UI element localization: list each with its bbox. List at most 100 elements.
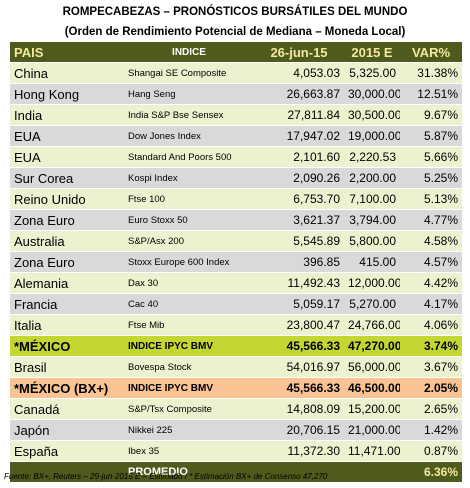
table-row: EUA Dow Jones Index 17,947.02 19,000.00 5.87… (10, 125, 462, 147)
table-cell: 26,663.87 (254, 83, 344, 105)
column-header: INDICE (124, 42, 254, 63)
table-cell: Italia (10, 314, 124, 336)
table-cell: INDICE IPYC BMV (124, 377, 254, 399)
table-cell: 14,808.09 (254, 398, 344, 420)
table-cell: *MÉXICO (BX+) (10, 377, 124, 399)
table-cell: Shangai SE Composite (124, 62, 254, 84)
table-row: Italia Ftse Mib 23,800.47 24,766.00 4.06% (10, 314, 462, 336)
table-cell: 17,947.02 (254, 125, 344, 147)
table-cell: Reino Unido (10, 188, 124, 210)
table-cell: Dax 30 (124, 272, 254, 294)
table-cell: 3.67% (400, 356, 462, 378)
table-cell: 7,100.00 (344, 188, 400, 210)
table-cell: Standard And Poors 500 (124, 146, 254, 168)
table-row: Francia Cac 40 5,059.17 5,270.00 4.17% (10, 293, 462, 315)
table-cell: 4.17% (400, 293, 462, 315)
table-cell: 1.42% (400, 419, 462, 441)
column-header: 2015 E (344, 42, 400, 63)
table-cell: 54,016.97 (254, 356, 344, 378)
table-cell: 45,566.33 (254, 377, 344, 399)
table-cell: Francia (10, 293, 124, 315)
table-cell: China (10, 62, 124, 84)
header-row: PAIS INDICE 26-jun-15 2015 E VAR% (10, 42, 462, 63)
footnote: Fuente: BX+, Reuters – 29-jun-2015 E – E… (4, 472, 328, 481)
table-cell: 21,000.00 (344, 419, 400, 441)
table-cell: 396.85 (254, 251, 344, 273)
average-row: PROMEDIO 6.36% (10, 461, 462, 483)
table-cell: 15,200.00 (344, 398, 400, 420)
average-label: PROMEDIO (124, 461, 400, 483)
table-cell: Nikkei 225 (124, 419, 254, 441)
table-cell: Bovespa Stock (124, 356, 254, 378)
table-cell: Euro Stoxx 50 (124, 209, 254, 231)
column-header: 26-jun-15 (254, 42, 344, 63)
table-cell: 19,000.00 (344, 125, 400, 147)
table-cell: 415.00 (344, 251, 400, 273)
table-cell: 4.58% (400, 230, 462, 252)
table-cell: 6,753.70 (254, 188, 344, 210)
table-cell: Zona Euro (10, 251, 124, 273)
table-row: *MÉXICO (BX+) INDICE IPYC BMV 45,566.33 46,… (10, 377, 462, 399)
table-cell: España (10, 440, 124, 462)
table-cell: Ibex 35 (124, 440, 254, 462)
table-cell: 11,372.30 (254, 440, 344, 462)
table-cell: Hang Seng (124, 83, 254, 105)
table-cell: 9.67% (400, 104, 462, 126)
table-cell: 3,621.37 (254, 209, 344, 231)
table-cell: Sur Corea (10, 167, 124, 189)
table-row: Brasil Bovespa Stock 54,016.97 56,000.00 3.6… (10, 356, 462, 378)
table-cell: *MÉXICO (10, 335, 124, 357)
table-cell: EUA (10, 125, 124, 147)
table-cell: 5,545.89 (254, 230, 344, 252)
table-cell: 2,101.60 (254, 146, 344, 168)
table-cell: 5,059.17 (254, 293, 344, 315)
table-cell: S&P/Tsx Composite (124, 398, 254, 420)
table-cell: 56,000.00 (344, 356, 400, 378)
table-cell: 4.77% (400, 209, 462, 231)
table-cell: 4.06% (400, 314, 462, 336)
table-cell: EUA (10, 146, 124, 168)
table-cell: 2.05% (400, 377, 462, 399)
subtitle: (Orden de Rendimiento Potencial de Media… (64, 26, 406, 38)
table-cell: 4.57% (400, 251, 462, 273)
table-cell: 5.66% (400, 146, 462, 168)
table-row: Zona Euro Stoxx Europe 600 Index 396.85 415… (10, 251, 462, 273)
table-cell: 4.42% (400, 272, 462, 294)
table-cell: 2.65% (400, 398, 462, 420)
table-row: China Shangai SE Composite 4,053.03 5,325.0… (10, 62, 462, 84)
table-cell: Zona Euro (10, 209, 124, 231)
title: ROMPECABEZAS – PRONÓSTICOS BURSÁTILES DE… (62, 6, 408, 18)
table-row: EUA Standard And Poors 500 2,101.60 2,220.5… (10, 146, 462, 168)
table-row: Canadá S&P/Tsx Composite 14,808.09 15,200.0… (10, 398, 462, 420)
table-cell: 5.13% (400, 188, 462, 210)
table-cell: 47,270.00 (344, 335, 400, 357)
table-cell: Australia (10, 230, 124, 252)
table-cell: 12.51% (400, 83, 462, 105)
table-cell: 24,766.00 (344, 314, 400, 336)
table-row: Reino Unido Ftse 100 6,753.70 7,100.00 5.13% (10, 188, 462, 210)
table-cell (10, 461, 124, 483)
table-row: España Ibex 35 11,372.30 11,471.00 0.87% (10, 440, 462, 462)
table-cell: S&P/Asx 200 (124, 230, 254, 252)
average-value: 6.36% (400, 461, 462, 483)
table-row: Australia S&P/Asx 200 5,545.89 5,800.00 4.58… (10, 230, 462, 252)
column-header: PAIS (10, 42, 124, 63)
table-cell: Cac 40 (124, 293, 254, 315)
table-cell: 46,500.00 (344, 377, 400, 399)
table-cell: Canadá (10, 398, 124, 420)
table-cell: 30,000.00 (344, 83, 400, 105)
table-cell: 23,800.47 (254, 314, 344, 336)
table-cell: 27,811.84 (254, 104, 344, 126)
table-cell: 11,492.43 (254, 272, 344, 294)
table-cell: Stoxx Europe 600 Index (124, 251, 254, 273)
table-row: Alemania Dax 30 11,492.43 12,000.00 4.42% (10, 272, 462, 294)
table-cell: Brasil (10, 356, 124, 378)
table-row: Sur Corea Kospi Index 2,090.26 2,200.00 5.25… (10, 167, 462, 189)
table-cell: 0.87% (400, 440, 462, 462)
table-cell: 3.74% (400, 335, 462, 357)
table-cell: 45,566.33 (254, 335, 344, 357)
table-cell: 2,090.26 (254, 167, 344, 189)
table-cell: Ftse Mib (124, 314, 254, 336)
table-row: Zona Euro Euro Stoxx 50 3,621.37 3,794.00 4.… (10, 209, 462, 231)
